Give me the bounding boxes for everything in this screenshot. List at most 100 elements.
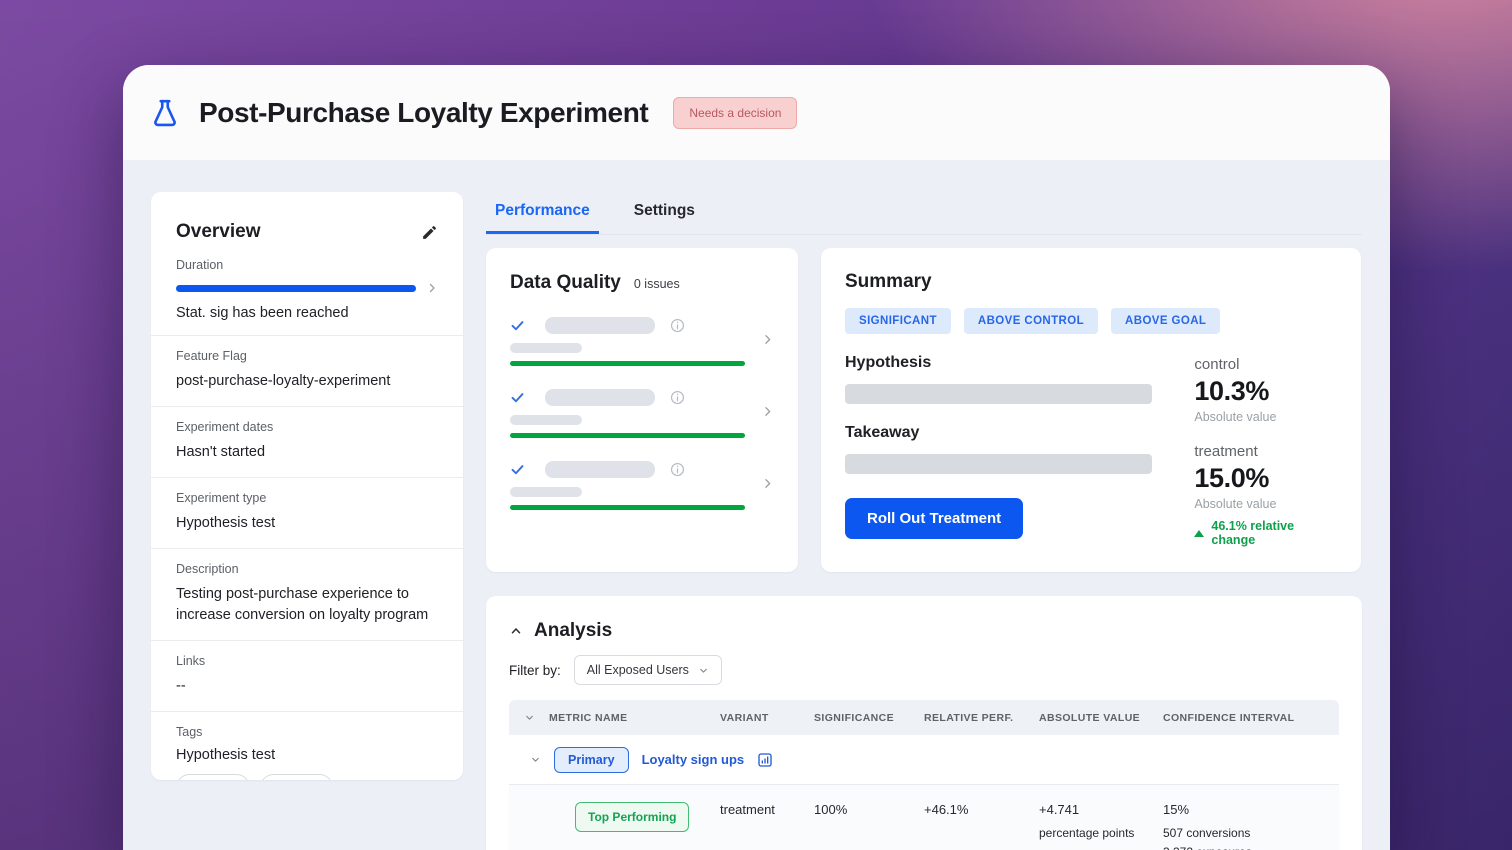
hypothesis-skeleton [845,384,1152,404]
overview-title: Overview [176,221,261,242]
summary-card: Summary SIGNIFICANT ABOVE CONTROL ABOVE … [821,248,1361,572]
chevron-right-icon[interactable] [426,282,438,294]
cell-exposures: 3,372 exposures [1163,843,1339,850]
tag-chip-loyalty[interactable]: Loyalty [259,774,334,780]
treatment-results: treatment 15.0% Absolute value 46.1% rel… [1194,443,1337,547]
column-header-metric-name: METRIC NAME [549,711,628,724]
cell-variant: treatment [720,802,775,817]
field-description: Description Testing post-purchase experi… [151,549,463,642]
field-value: -- [176,678,186,695]
takeaway-skeleton [845,454,1152,474]
field-tags: Tags Hypothesis test Growth Loyalty [151,712,463,780]
metric-result-row[interactable]: Top Performing treatment 100% +46.1% +4.… [509,785,1339,850]
collapse-caret-up-icon[interactable] [509,624,523,638]
field-experiment-type: Experiment type Hypothesis test [151,478,463,550]
metric-name-link[interactable]: Loyalty sign ups [641,752,745,767]
control-value: 10.3% [1194,376,1269,406]
treatment-label: treatment [1194,443,1258,460]
chevron-right-icon[interactable] [761,333,774,346]
status-badge: Needs a decision [673,96,798,129]
field-value: Testing post-purchase experience to incr… [176,586,429,624]
data-quality-check-row[interactable] [510,389,774,438]
field-value: Hypothesis test [176,747,276,764]
cell-relative-perf: +46.1% [924,802,969,817]
edit-pencil-icon[interactable] [421,224,438,241]
control-caption: Absolute value [1194,410,1277,424]
takeaway-label: Takeaway [845,424,920,441]
top-performing-badge: Top Performing [575,802,690,832]
duration-progress-bar [176,284,416,292]
data-quality-check-row[interactable] [510,317,774,366]
check-icon [510,390,525,405]
chevron-down-icon[interactable] [530,754,541,765]
column-header-relative-perf: RELATIVE PERF. [924,711,1014,724]
data-quality-check-row[interactable] [510,461,774,510]
analysis-title: Analysis [534,620,613,641]
duration-section: Duration Stat. sig has been reached [151,258,463,336]
duration-status: Stat. sig has been reached [176,305,349,321]
cell-absolute-caption: percentage points [1039,826,1135,840]
control-label: control [1194,356,1240,373]
cell-confidence-interval: 15% [1163,802,1190,817]
data-quality-title: Data Quality [510,272,621,293]
arrow-up-icon [1194,529,1205,537]
info-icon [670,318,685,333]
treatment-caption: Absolute value [1194,497,1277,511]
primary-metric-badge: Primary [554,746,629,773]
experiment-flask-icon [150,98,180,128]
relative-change: 46.1% relative change [1211,519,1295,547]
page-header: Post-Purchase Loyalty Experiment Needs a… [123,65,1390,160]
field-value: Hasn't started [176,444,266,461]
column-header-confidence-interval: CONFIDENCE INTERVAL [1163,711,1295,724]
control-results: control 10.3% Absolute value [1194,356,1337,424]
field-experiment-dates: Experiment dates Hasn't started [151,407,463,479]
skeleton-subtext [510,343,582,353]
field-label: Tags [176,725,203,740]
skeleton-subtext [510,487,582,497]
badge-above-control: ABOVE CONTROL [963,308,1099,334]
info-icon [670,462,685,477]
field-label: Description [176,562,239,577]
metric-group-row[interactable]: Primary Loyalty sign ups [509,735,1339,785]
field-value: Hypothesis test [176,515,276,532]
tag-chip-growth[interactable]: Growth [176,774,250,780]
chevron-right-icon[interactable] [761,405,774,418]
duration-label: Duration [176,258,224,272]
badge-significant: SIGNIFICANT [845,308,951,334]
chevron-down-icon [698,665,709,676]
cell-absolute-value: +4.741 [1039,802,1080,817]
column-header-significance: SIGNIFICANCE [814,711,895,724]
app-window: Post-Purchase Loyalty Experiment Needs a… [123,65,1390,850]
cell-conversions: 507 conversions [1163,826,1251,840]
cell-significance: 100% [814,802,848,817]
tab-settings[interactable]: Settings [633,202,695,219]
check-progress-bar [510,505,745,510]
field-label: Feature Flag [176,349,247,363]
column-header-absolute-value: ABSOLUTE VALUE [1039,711,1141,724]
roll-out-treatment-button[interactable]: Roll Out Treatment [845,498,1024,539]
chevron-down-icon[interactable] [524,712,535,723]
audience-filter-value: All Exposed Users [586,663,689,677]
chevron-right-icon[interactable] [761,477,774,490]
skeleton-text [545,461,655,478]
field-links: Links -- [151,641,463,713]
overview-panel: Overview Duration Stat. sig has been rea… [151,192,463,780]
tab-bar: Performance Settings [486,196,1362,235]
table-header-row: METRIC NAME VARIANT SIGNIFICANCE RELATIV… [509,700,1339,735]
field-value: post-purchase-loyalty-experiment [176,373,391,389]
tab-performance[interactable]: Performance [486,196,599,234]
info-icon [670,390,685,405]
skeleton-text [545,317,655,334]
check-icon [510,462,525,477]
summary-title: Summary [845,271,932,292]
field-label: Links [176,654,206,669]
field-label: Experiment type [176,491,267,506]
bar-chart-icon[interactable] [757,752,773,768]
hypothesis-label: Hypothesis [845,354,932,371]
check-icon [510,318,525,333]
skeleton-text [545,389,655,406]
field-feature-flag: Feature Flag post-purchase-loyalty-exper… [151,336,463,408]
treatment-value: 15.0% [1194,463,1269,493]
check-progress-bar [510,361,745,366]
audience-filter-dropdown[interactable]: All Exposed Users [573,655,722,685]
